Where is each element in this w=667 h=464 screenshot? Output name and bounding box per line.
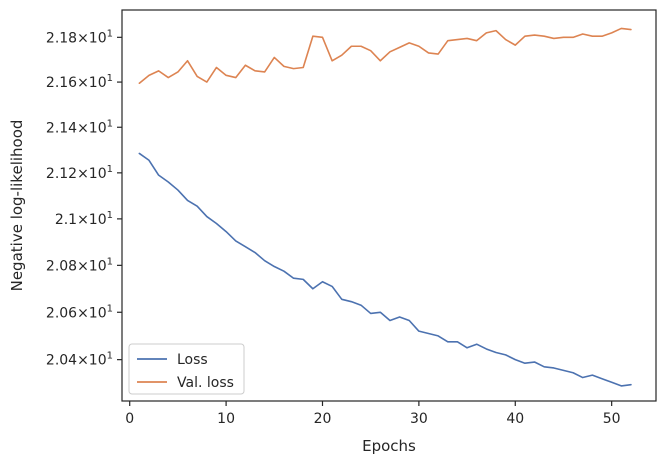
x-axis-label: Epochs: [362, 437, 416, 455]
x-tick-label: 50: [603, 411, 621, 427]
y-tick-label: 2.08×101: [46, 256, 113, 274]
y-tick-label: 2.16×101: [46, 73, 113, 91]
y-tick-label: 2.12×101: [46, 164, 113, 182]
plot-area: [121, 9, 657, 402]
series-layer: [138, 27, 632, 387]
x-tick-label: 40: [506, 411, 524, 427]
legend-label-0: Loss: [177, 352, 208, 368]
legend-label-1: Val. loss: [177, 375, 234, 391]
y-tick-label: 2.18×101: [46, 28, 113, 46]
series-line-0: [138, 152, 632, 387]
y-tick-label: 2.14×101: [46, 118, 113, 136]
x-tick-label: 30: [410, 411, 428, 427]
x-tick-label: 20: [314, 411, 332, 427]
y-axis: 2.04×101 2.06×101 2.08×101 2.1×101 2.12×101 2…: [46, 28, 122, 369]
x-tick-label: 10: [217, 411, 235, 427]
series-line-1: [138, 27, 632, 84]
legend: Loss Val. loss: [128, 343, 245, 395]
plot-frame: [121, 9, 657, 402]
x-tick-label: 0: [125, 411, 134, 427]
y-tick-label: 2.06×101: [46, 303, 113, 321]
y-tick-label: 2.04×101: [46, 351, 113, 369]
x-axis: 0 10 20 30 40 50: [125, 401, 621, 427]
y-axis-label: Negative log-likelihood: [8, 120, 26, 292]
y-tick-label: 2.1×101: [55, 210, 113, 228]
